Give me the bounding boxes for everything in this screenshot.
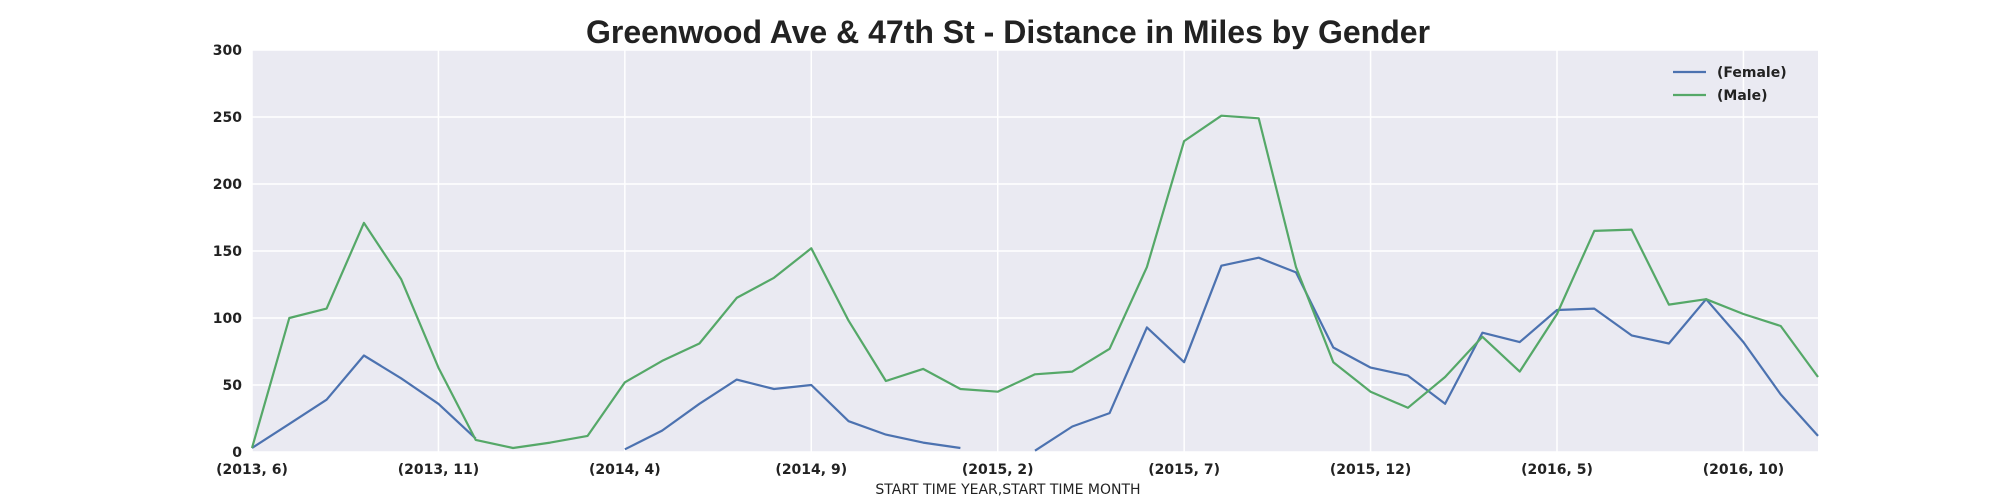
x-tick-label: (2015, 2) (962, 462, 1034, 478)
y-tick-label: 0 (232, 445, 242, 461)
x-axis-label: START TIME YEAR,START TIME MONTH (875, 482, 1140, 498)
x-axis: (2013, 6) (2013, 11) (2014, 4) (2014, 9) (20… (216, 462, 1784, 478)
y-tick-label: 100 (213, 311, 242, 327)
series-line-male (250, 114, 1819, 450)
legend-label: (Female) (1717, 65, 1787, 81)
series-line-female (251, 256, 1819, 452)
x-tick-label: (2015, 7) (1148, 462, 1220, 478)
x-tick-label: (2014, 4) (589, 462, 661, 478)
y-axis: 0 50 100 150 200 250 300 (213, 43, 242, 461)
legend: (Female) (Male) (1673, 65, 1787, 104)
x-tick-label: (2016, 5) (1521, 462, 1593, 478)
x-tick-label: (2014, 9) (775, 462, 847, 478)
y-tick-label: 300 (213, 43, 242, 59)
series-layer (250, 114, 1819, 452)
y-tick-label: 200 (213, 177, 242, 193)
x-tick-label: (2013, 11) (398, 462, 479, 478)
legend-label: (Male) (1717, 88, 1767, 104)
y-tick-label: 150 (213, 244, 242, 260)
x-tick-label: (2016, 10) (1703, 462, 1784, 478)
y-tick-label: 50 (223, 378, 243, 394)
y-tick-label: 250 (213, 110, 242, 126)
x-tick-label: (2015, 12) (1330, 462, 1411, 478)
x-tick-label: (2013, 6) (216, 462, 288, 478)
chart-title: Greenwood Ave & 47th St - Distance in Mi… (586, 14, 1430, 50)
